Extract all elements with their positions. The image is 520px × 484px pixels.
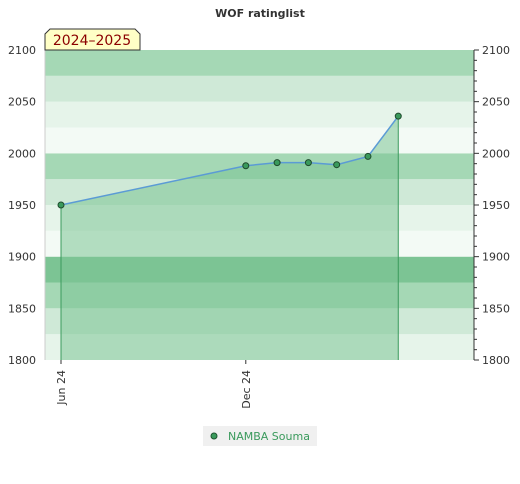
background-band [45,75,474,102]
x-tick-label: Dec 24 [240,370,253,409]
y-tick-label-left: 2000 [8,147,36,160]
series-area [61,116,399,360]
y-tick-label-right: 1950 [482,199,510,212]
y-tick-label-left: 2050 [8,96,36,109]
background-band [45,101,474,128]
y-tick-label-left: 2100 [8,44,36,57]
period-badge: 2024–2025 [44,28,141,51]
chart-legend[interactable]: NAMBA Souma [203,426,317,446]
chart-title: WOF ratinglist [215,7,305,20]
period-badge-label: 2024–2025 [53,33,131,49]
background-band [45,127,474,154]
period-badge-box [44,28,141,51]
y-tick-label-left: 1800 [8,354,36,367]
y-tick-label-right: 1900 [482,251,510,264]
data-point[interactable] [333,161,341,169]
data-markers [57,112,402,209]
y-tick-label-right: 1850 [482,302,510,315]
data-point[interactable] [57,201,65,209]
axes: 1800 1800 1850 1850 1900 1900 1950 1950 2000 2000… [8,44,510,409]
y-tick-label-right: 2000 [482,147,510,160]
x-tick-label: Jun 24 [55,370,68,406]
legend-series-name: NAMBA Souma [228,430,310,443]
y-tick-label-left: 1950 [8,199,36,212]
data-point[interactable] [242,162,250,170]
data-point[interactable] [364,152,372,160]
y-tick-label-right: 2050 [482,96,510,109]
data-point[interactable] [304,159,312,167]
y-tick-label-right: 1800 [482,354,510,367]
data-point[interactable] [394,112,402,120]
y-tick-label-left: 1900 [8,251,36,264]
y-tick-label-left: 1850 [8,302,36,315]
background-band [45,50,474,76]
y-tick-label-right: 2100 [482,44,510,57]
data-point[interactable] [273,159,281,167]
legend-marker [210,432,218,440]
legend-box [203,426,317,446]
